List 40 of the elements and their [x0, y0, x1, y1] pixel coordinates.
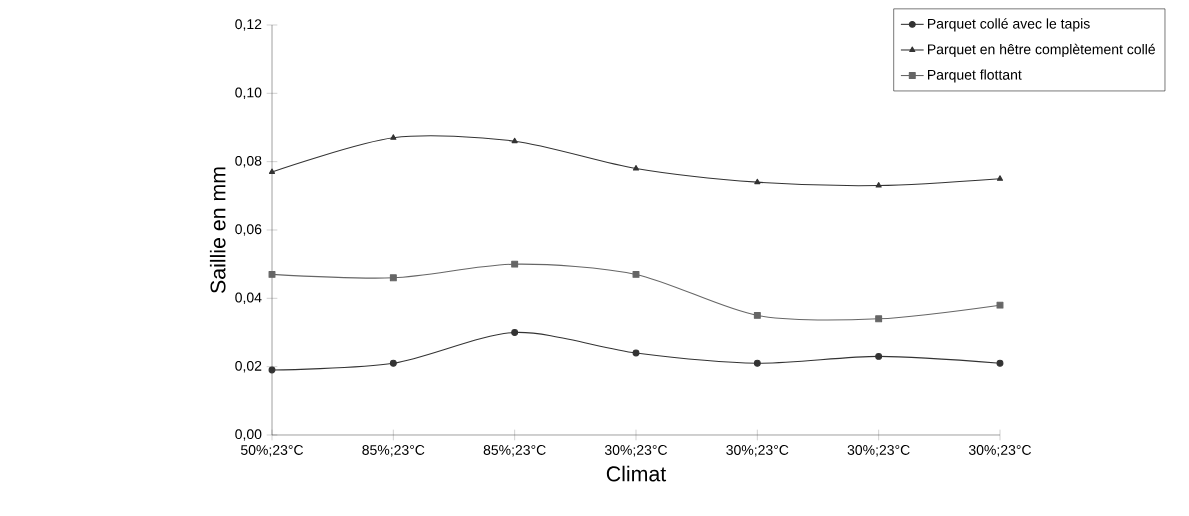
point [389, 359, 397, 367]
point [875, 352, 883, 360]
y-tick-label: 0,12 [235, 19, 262, 31]
point [996, 359, 1004, 367]
legend-label: Parquet collé avec le tapis [928, 18, 1090, 32]
y-tick-label: 0,06 [235, 224, 262, 236]
point [875, 182, 882, 188]
point [390, 134, 397, 140]
x-tick-label: 30%;23°C [726, 445, 789, 457]
point [753, 359, 761, 367]
y-tick-label: 0,02 [235, 360, 262, 373]
x-tick-label: 30%;23°C [604, 445, 668, 457]
y-tick-label: 0,00 [235, 429, 262, 441]
y-tick-label: 0,10 [235, 87, 262, 100]
point [268, 270, 276, 278]
y-tick-label: 0,04 [235, 292, 262, 305]
y-axis-title: Saillie en mm [209, 167, 226, 294]
point [511, 137, 518, 144]
point [632, 270, 640, 278]
point [875, 315, 883, 323]
y-tick-label: 0,08 [235, 155, 262, 168]
point [632, 165, 640, 171]
point [389, 274, 397, 282]
point [754, 178, 761, 185]
point [996, 175, 1004, 181]
legend-label: Parquet en hêtre complètement collé [928, 43, 1155, 58]
x-tick-label: 85%;23°C [362, 445, 425, 457]
point [511, 329, 519, 336]
point [268, 366, 276, 374]
point [511, 260, 519, 268]
point [632, 349, 640, 357]
point [996, 301, 1004, 309]
x-axis-title: Climat [606, 465, 667, 482]
x-tick-label: 30%;23°C [968, 445, 1032, 457]
point [268, 168, 276, 174]
x-tick-label: 50%;23°C [240, 445, 304, 457]
x-tick-label: 85%;23°C [483, 445, 546, 457]
x-tick-label: 30%;23°C [847, 445, 910, 457]
point [753, 311, 761, 319]
legend-label: Parquet flottant [928, 69, 1022, 83]
